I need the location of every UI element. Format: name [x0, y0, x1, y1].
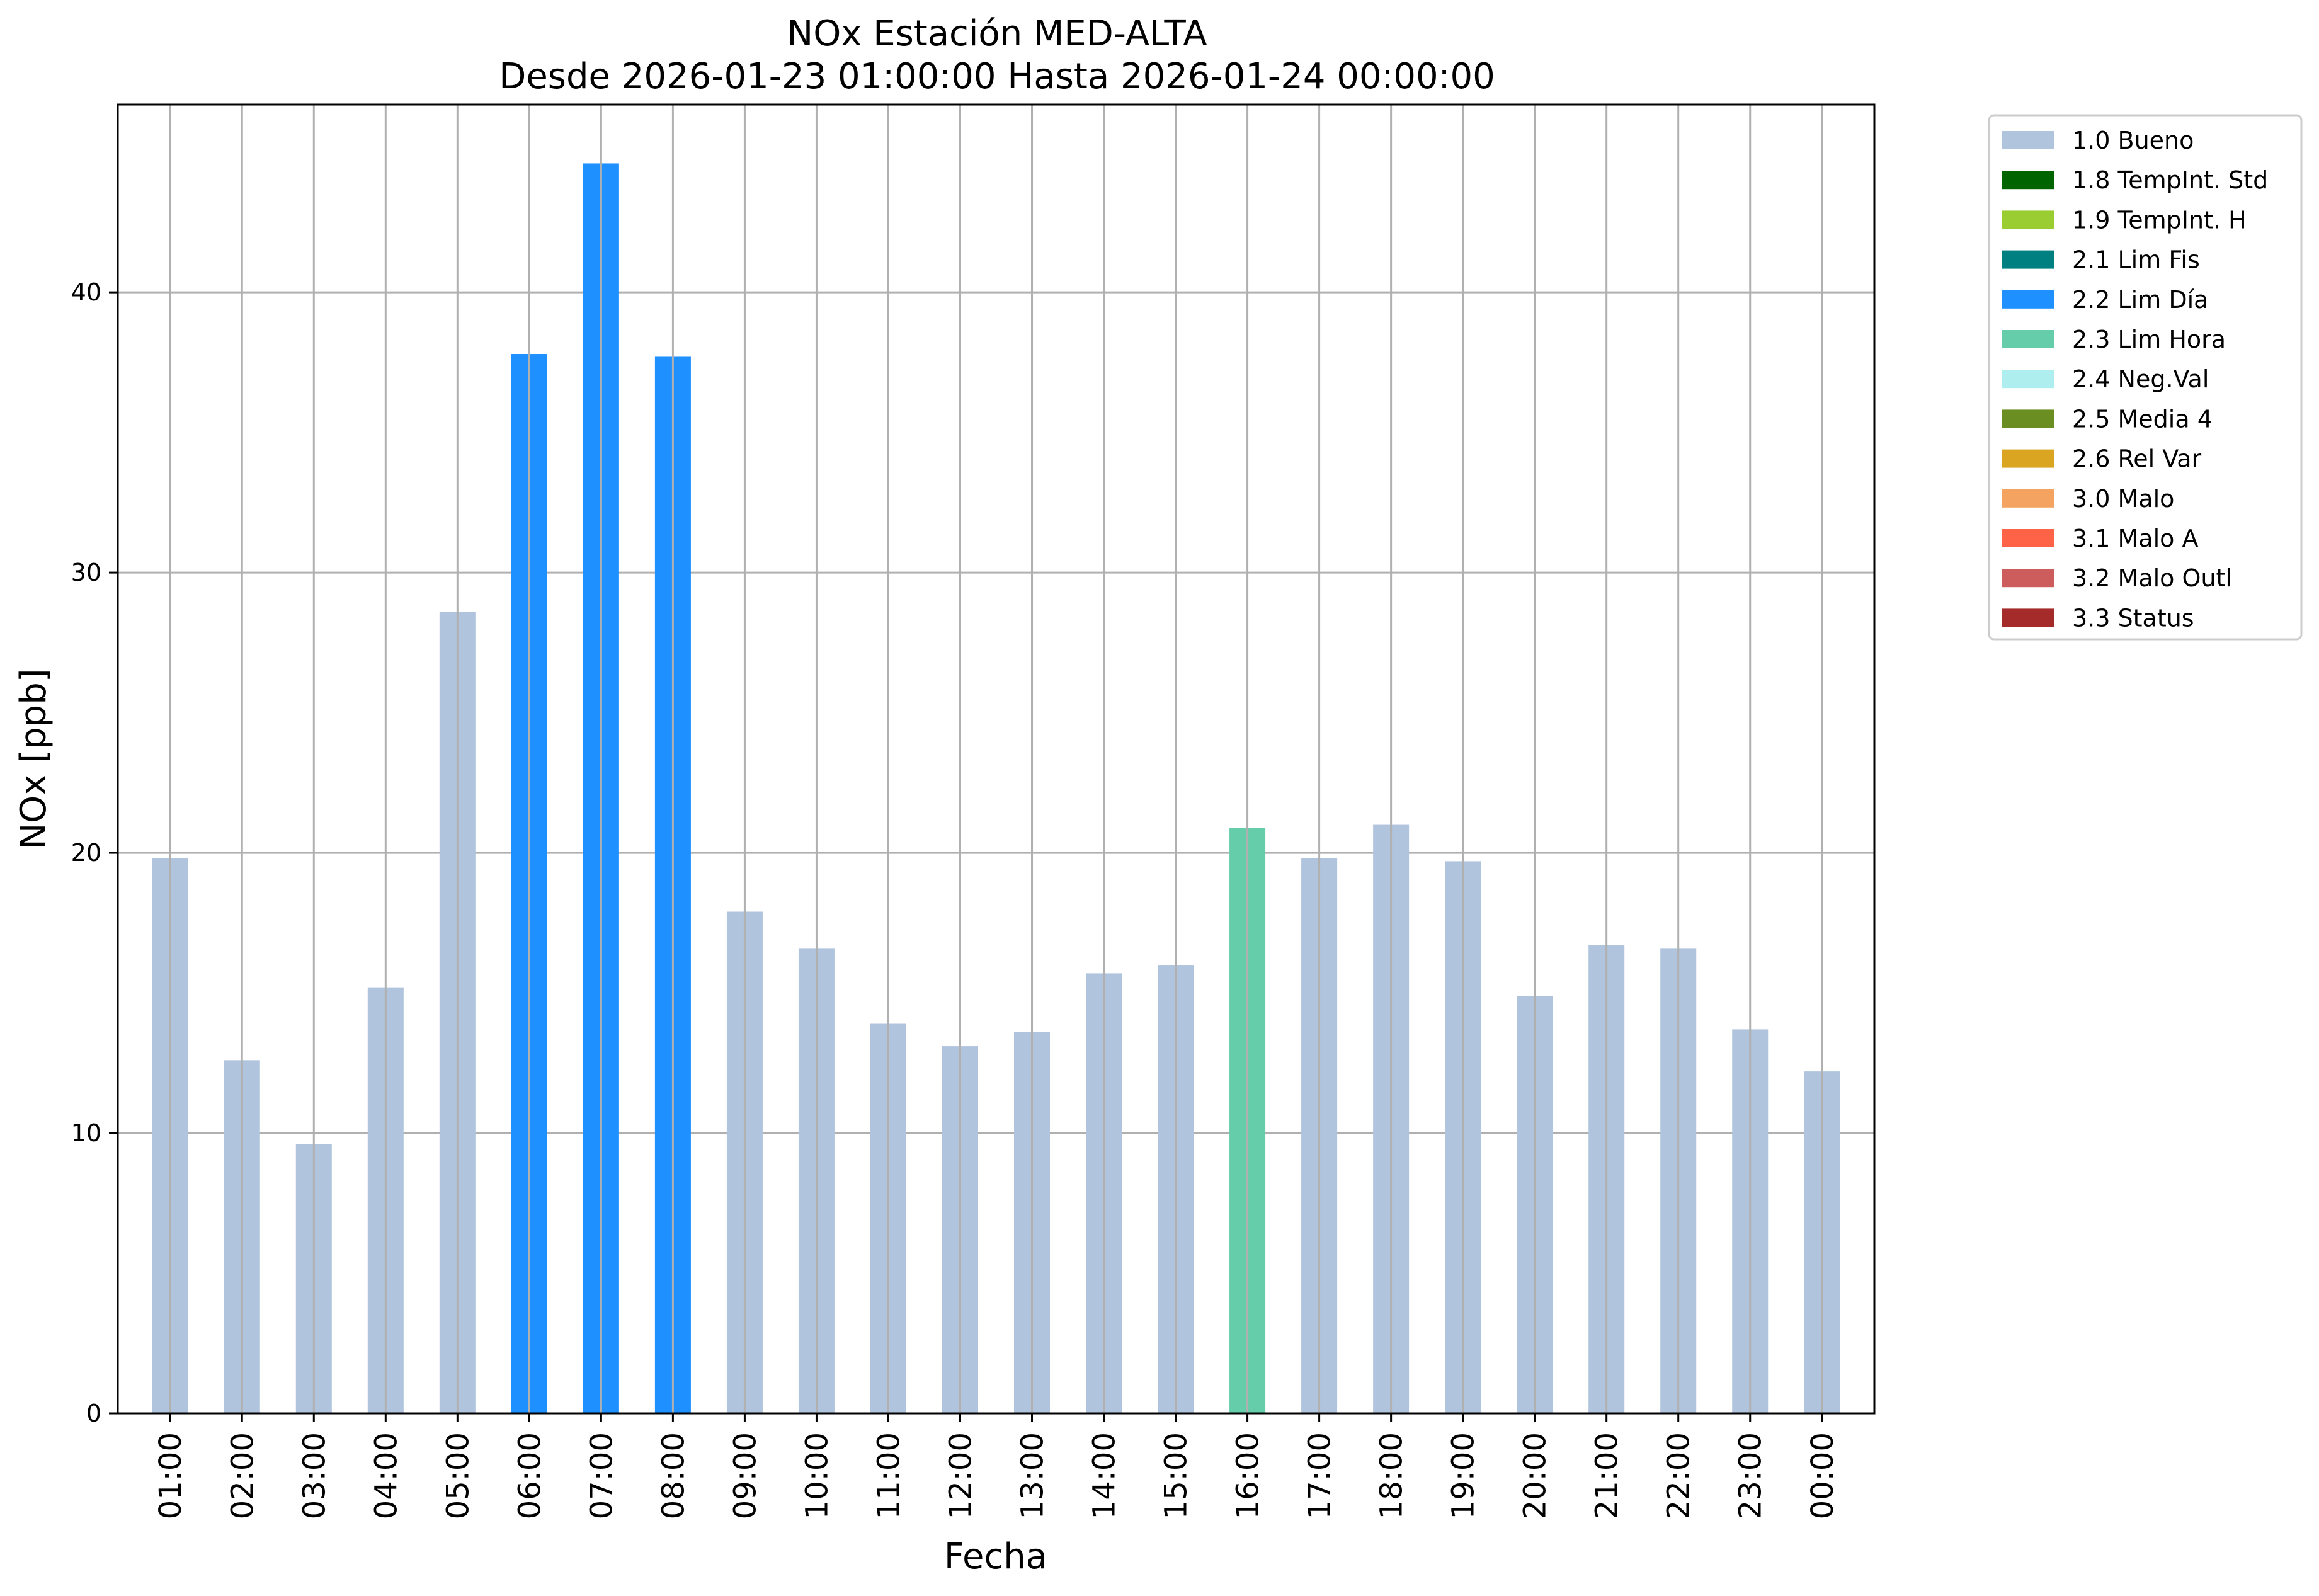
- x-tick-label: 05:00: [440, 1432, 476, 1519]
- legend-swatch-1-8: [2002, 171, 2054, 190]
- x-tick-label: 19:00: [1446, 1432, 1481, 1519]
- legend-label-1-8: 1.8 TempInt. Std: [2072, 166, 2268, 194]
- x-tick-label: 09:00: [727, 1432, 763, 1519]
- legend-swatch-3-3: [2002, 608, 2054, 627]
- y-tick-label: 10: [71, 1119, 101, 1147]
- y-tick-label: 40: [71, 278, 101, 306]
- bars: [152, 163, 1840, 1414]
- legend-label-2-2: 2.2 Lim Día: [2072, 286, 2208, 314]
- x-tick-label: 08:00: [656, 1432, 691, 1519]
- legend: 1.0 Bueno 1.8 TempInt. Std 1.9 TempInt. H 2…: [1988, 114, 2303, 641]
- legend-label-3-2: 3.2 Malo Outl: [2072, 564, 2232, 592]
- x-tick-label: 04:00: [368, 1432, 404, 1519]
- y-tick-label: 0: [86, 1399, 101, 1427]
- x-tick-label: 15:00: [1159, 1432, 1194, 1519]
- legend-swatch-2-2: [2002, 290, 2054, 309]
- x-tick-label: 12:00: [943, 1432, 978, 1519]
- x-tick-label: 17:00: [1302, 1432, 1338, 1519]
- x-tick-label: 22:00: [1661, 1432, 1697, 1519]
- x-tick-label: 07:00: [584, 1432, 619, 1519]
- chart-title: NOx Estación MED-ALTA: [787, 13, 1207, 54]
- x-tick-label: 20:00: [1518, 1432, 1553, 1519]
- y-axis-ticks: 0 10 20 30 40: [71, 278, 118, 1427]
- x-tick-label: 16:00: [1231, 1432, 1266, 1519]
- x-tick-label: 18:00: [1374, 1432, 1410, 1519]
- legend-label-2-4: 2.4 Neg.Val: [2072, 365, 2209, 393]
- x-tick-label: 00:00: [1805, 1432, 1840, 1519]
- legend-swatch-1-9: [2002, 210, 2054, 229]
- x-axis-label: Fecha: [944, 1536, 1047, 1577]
- legend-swatch-2-1: [2002, 250, 2054, 269]
- legend-label-2-3: 2.3 Lim Hora: [2072, 326, 2226, 353]
- x-tick-label: 14:00: [1087, 1432, 1122, 1519]
- legend-swatch-2-5: [2002, 409, 2054, 428]
- x-tick-label: 23:00: [1733, 1432, 1769, 1519]
- legend-label-3-0: 3.0 Malo: [2072, 485, 2174, 513]
- legend-swatch-2-3: [2002, 330, 2054, 348]
- x-axis-ticks: 01:00 02:00 03:00 04:00 05:00 06:00 07:00 08:00…: [153, 1413, 1840, 1519]
- legend-swatch-3-0: [2002, 489, 2054, 508]
- legend-label-3-1: 3.1 Malo A: [2072, 525, 2198, 552]
- legend-label-1-9: 1.9 TempInt. H: [2072, 206, 2247, 234]
- legend-swatch-2-4: [2002, 370, 2054, 389]
- legend-box: [1988, 114, 2303, 641]
- plot-frame: [117, 103, 1876, 1415]
- x-tick-label: 01:00: [153, 1432, 188, 1519]
- legend-swatch-1-0: [2002, 131, 2054, 149]
- legend-label-2-1: 2.1 Lim Fis: [2072, 246, 2200, 274]
- x-tick-label: 11:00: [871, 1432, 906, 1519]
- x-tick-label: 21:00: [1590, 1432, 1625, 1519]
- legend-label-2-6: 2.6 Rel Var: [2072, 445, 2202, 473]
- legend-swatch-2-6: [2002, 449, 2054, 468]
- legend-swatch-3-1: [2002, 529, 2054, 547]
- chart-subtitle: Desde 2026-01-23 01:00:00 Hasta 2026-01-…: [499, 56, 1495, 97]
- x-tick-label: 13:00: [1015, 1432, 1051, 1519]
- x-tick-label: 03:00: [297, 1432, 332, 1519]
- x-tick-label: 02:00: [225, 1432, 260, 1519]
- y-tick-label: 30: [71, 559, 101, 586]
- x-tick-label: 10:00: [799, 1432, 835, 1519]
- x-tick-label: 06:00: [512, 1432, 547, 1519]
- legend-swatch-3-2: [2002, 569, 2054, 588]
- legend-label-2-5: 2.5 Media 4: [2072, 405, 2213, 433]
- legend-label-3-3: 3.3 Status: [2072, 604, 2194, 632]
- y-tick-label: 20: [71, 839, 101, 867]
- legend-label-1-0: 1.0 Bueno: [2072, 127, 2194, 154]
- y-axis-label: NOx [ppb]: [13, 668, 54, 849]
